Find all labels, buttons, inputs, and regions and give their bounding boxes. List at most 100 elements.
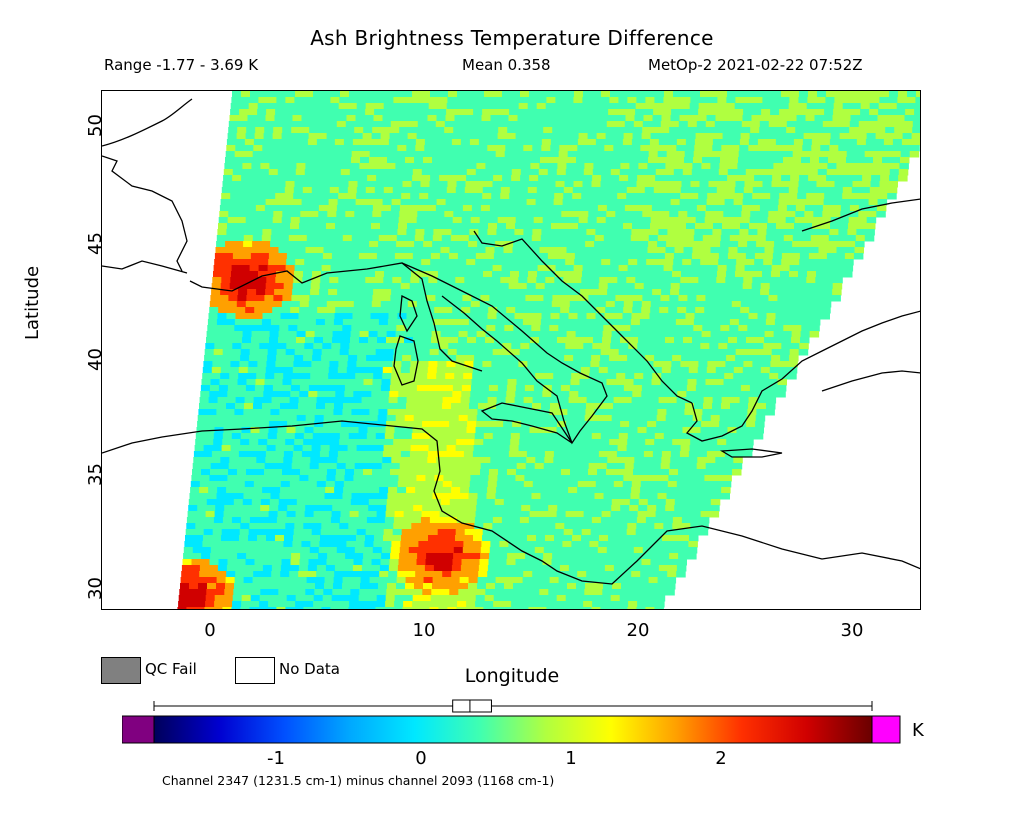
heatmap-cell	[224, 415, 235, 422]
heatmap-cell	[687, 205, 698, 212]
heatmap-cell	[394, 259, 404, 266]
heatmap-cell	[300, 205, 311, 212]
heatmap-cell	[553, 115, 563, 122]
heatmap-cell	[885, 127, 895, 134]
heatmap-cell	[909, 151, 920, 158]
heatmap-cell	[622, 397, 633, 404]
heatmap-cell	[868, 199, 879, 206]
heatmap-cell	[251, 415, 262, 422]
heatmap-cell	[255, 463, 266, 470]
heatmap-cell	[559, 139, 570, 146]
heatmap-cell	[469, 313, 479, 320]
heatmap-cell	[324, 157, 334, 164]
heatmap-cell	[465, 97, 475, 104]
heatmap-cell	[612, 325, 622, 332]
heatmap-cell	[338, 277, 348, 284]
heatmap-cell	[303, 271, 313, 278]
heatmap-cell	[415, 397, 426, 404]
heatmap-cell	[407, 391, 417, 398]
heatmap-cell	[412, 343, 422, 350]
heatmap-cell	[525, 463, 536, 470]
heatmap-cell	[672, 439, 682, 446]
heatmap-cell	[764, 163, 774, 170]
heatmap-cell	[820, 139, 831, 146]
heatmap-cell	[510, 181, 520, 188]
heatmap-cell	[648, 409, 658, 416]
heatmap-cell	[422, 505, 432, 512]
heatmap-cell	[226, 229, 236, 236]
heatmap-cell	[725, 103, 736, 110]
heatmap-cell	[510, 355, 520, 362]
heatmap-cell	[742, 199, 753, 206]
heatmap-cell	[799, 175, 809, 182]
heatmap-cell	[689, 445, 700, 452]
heatmap-cell	[717, 349, 728, 356]
heatmap-cell	[196, 427, 206, 434]
heatmap-cell	[887, 193, 897, 200]
heatmap-cell	[695, 223, 705, 230]
heatmap-cell	[656, 505, 666, 512]
heatmap-cell	[536, 361, 546, 368]
heatmap-cell	[453, 205, 464, 212]
heatmap-cell	[437, 187, 448, 194]
heatmap-cell	[718, 91, 728, 98]
heatmap-cell	[455, 109, 465, 116]
heatmap-cell	[612, 151, 623, 158]
heatmap-cell	[722, 133, 733, 140]
heatmap-cell	[817, 91, 827, 98]
heatmap-cell	[606, 379, 616, 386]
heatmap-cell	[753, 97, 763, 104]
heatmap-cell	[705, 211, 715, 218]
heatmap-cell	[735, 271, 745, 278]
heatmap-cell	[286, 169, 297, 176]
heatmap-cell	[307, 403, 317, 410]
heatmap-cell	[709, 343, 719, 350]
heatmap-cell	[667, 481, 678, 488]
heatmap-cell	[235, 487, 245, 494]
heatmap-cell	[396, 319, 407, 326]
heatmap-cell	[301, 451, 312, 458]
heatmap-cell	[353, 391, 363, 398]
heatmap-cell	[585, 157, 595, 164]
heatmap-cell	[347, 193, 357, 200]
heatmap-cell	[342, 409, 352, 416]
heatmap-cell	[710, 499, 721, 506]
heatmap-cell	[448, 175, 458, 182]
heatmap-cell	[373, 451, 384, 458]
heatmap-cell	[510, 439, 520, 446]
heatmap-cell	[607, 283, 618, 290]
heatmap-cell	[293, 187, 304, 194]
heatmap-cell	[472, 457, 482, 464]
heatmap-cell	[265, 457, 275, 464]
heatmap-cell	[256, 367, 267, 374]
heatmap-cell	[301, 457, 311, 464]
heatmap-cell	[783, 241, 793, 248]
heatmap-cell	[575, 499, 586, 506]
heatmap-cell	[329, 277, 339, 284]
heatmap-cell	[472, 283, 483, 290]
heatmap-cell	[387, 319, 398, 326]
heatmap-cell	[370, 481, 381, 488]
heatmap-cell	[360, 319, 371, 326]
heatmap-cell	[362, 385, 373, 392]
heatmap-cell	[419, 277, 429, 284]
heatmap-cell	[370, 139, 381, 146]
heatmap-cell	[789, 271, 799, 278]
heatmap-cell	[204, 517, 215, 524]
heatmap-cell	[609, 265, 620, 272]
heatmap-cell	[680, 193, 690, 200]
heatmap-cell	[335, 217, 346, 224]
heatmap-cell	[358, 175, 368, 182]
heatmap-cell	[749, 307, 759, 314]
heatmap-cell	[672, 517, 683, 524]
heatmap-cell	[385, 259, 395, 266]
heatmap-cell	[618, 271, 628, 278]
heatmap-cell	[625, 289, 635, 296]
heatmap-cell	[317, 391, 327, 398]
heatmap-cell	[757, 397, 768, 404]
heatmap-cell	[450, 493, 460, 500]
heatmap-cell	[665, 421, 675, 428]
heatmap-cell	[267, 433, 278, 440]
heatmap-cell	[521, 505, 531, 512]
heatmap-cell	[313, 175, 323, 182]
